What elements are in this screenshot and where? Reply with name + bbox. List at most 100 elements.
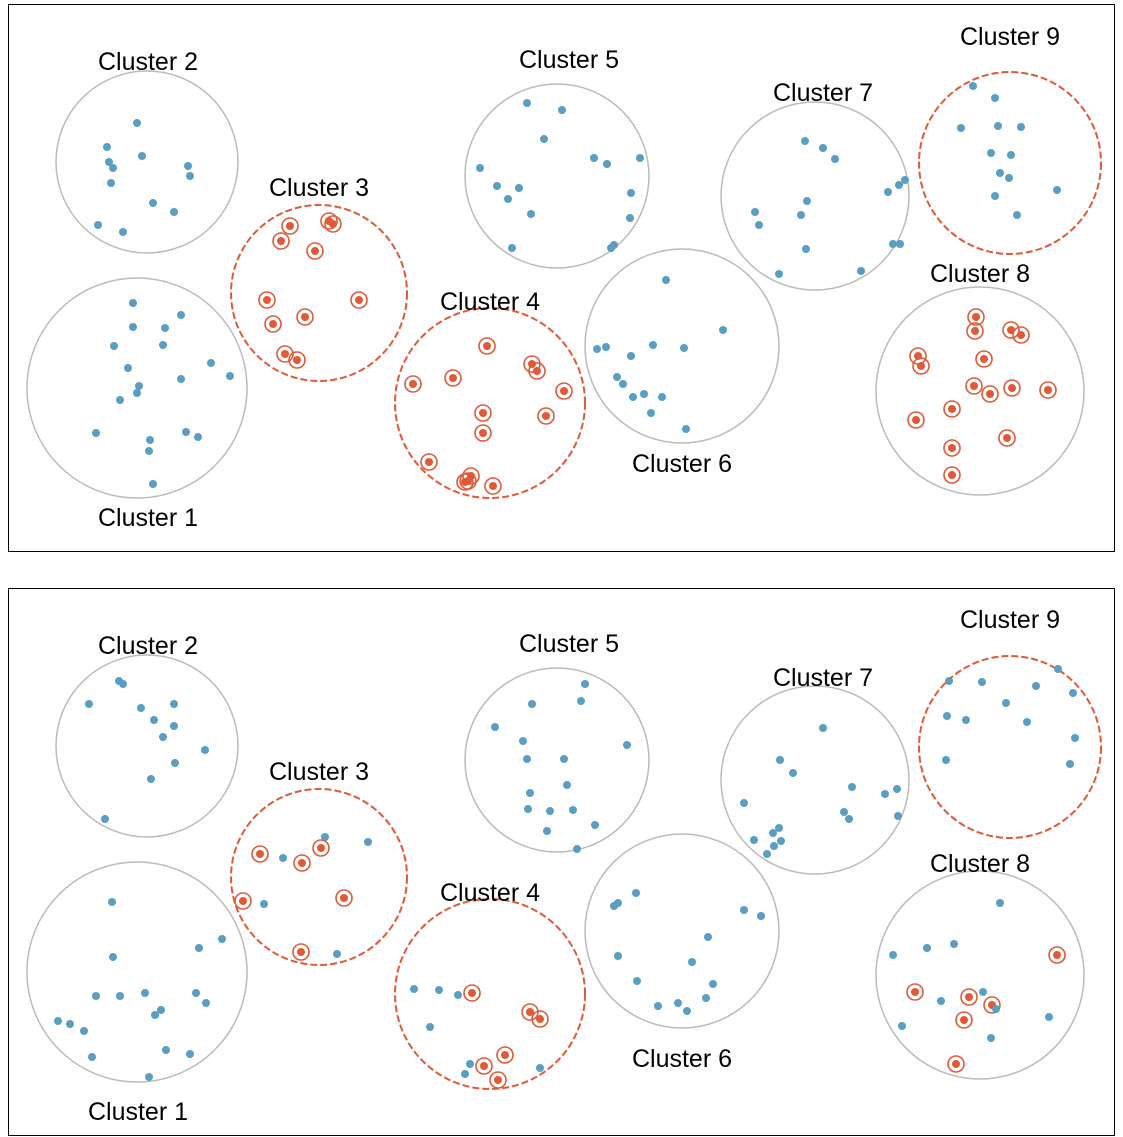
data-point bbox=[987, 149, 995, 157]
data-point bbox=[979, 988, 987, 996]
data-point bbox=[108, 898, 116, 906]
data-point bbox=[840, 808, 848, 816]
data-point bbox=[88, 1053, 96, 1061]
data-point bbox=[161, 324, 169, 332]
data-point bbox=[129, 299, 137, 307]
data-point bbox=[1045, 1013, 1053, 1021]
data-point bbox=[476, 164, 484, 172]
cluster-label: Cluster 3 bbox=[269, 174, 369, 202]
sampled-point bbox=[533, 367, 541, 375]
data-point bbox=[170, 700, 178, 708]
sampled-point bbox=[1044, 386, 1052, 394]
data-point bbox=[493, 182, 501, 190]
data-point bbox=[603, 160, 611, 168]
sampled-point-ring bbox=[981, 385, 999, 403]
data-point bbox=[558, 106, 566, 114]
sampled-point bbox=[1017, 331, 1025, 339]
data-point bbox=[133, 389, 141, 397]
sampled-point bbox=[501, 1051, 509, 1059]
data-point bbox=[94, 221, 102, 229]
sampled-point bbox=[948, 471, 956, 479]
data-point bbox=[893, 785, 901, 793]
data-point bbox=[145, 447, 153, 455]
sampled-point-ring bbox=[1002, 321, 1020, 339]
sampled-point bbox=[329, 220, 337, 228]
cluster-label: Cluster 3 bbox=[269, 758, 369, 786]
selected-cluster-circle bbox=[230, 788, 408, 966]
data-point bbox=[719, 326, 727, 334]
sampled-point-ring bbox=[276, 345, 294, 363]
data-point bbox=[895, 181, 903, 189]
data-point bbox=[116, 992, 124, 1000]
data-point bbox=[894, 812, 902, 820]
cluster-label: Cluster 4 bbox=[440, 879, 540, 907]
selected-cluster-circle bbox=[918, 71, 1102, 255]
data-point bbox=[627, 352, 635, 360]
data-point bbox=[992, 1005, 1000, 1013]
sampled-point bbox=[340, 894, 348, 902]
data-point bbox=[682, 425, 690, 433]
data-point bbox=[563, 781, 571, 789]
sampled-point bbox=[494, 1076, 502, 1084]
sampled-point bbox=[948, 444, 956, 452]
sampled-point-ring bbox=[983, 996, 1001, 1014]
sampled-point-ring bbox=[496, 1046, 514, 1064]
sampled-point bbox=[980, 355, 988, 363]
data-point bbox=[560, 755, 568, 763]
data-point bbox=[202, 999, 210, 1007]
cluster-label: Cluster 1 bbox=[98, 504, 198, 532]
sampled-point-ring bbox=[528, 362, 546, 380]
data-point bbox=[321, 833, 329, 841]
data-point bbox=[426, 1023, 434, 1031]
sampled-point-ring bbox=[966, 322, 984, 340]
data-point bbox=[540, 135, 548, 143]
sampled-point bbox=[948, 405, 956, 413]
data-point bbox=[1002, 699, 1010, 707]
sampled-point-ring bbox=[555, 382, 573, 400]
sampled-point-ring bbox=[967, 308, 985, 326]
data-point bbox=[658, 393, 666, 401]
data-point bbox=[109, 953, 117, 961]
sampled-point-ring bbox=[1012, 326, 1030, 344]
data-point bbox=[629, 393, 637, 401]
sampled-point bbox=[560, 387, 568, 395]
data-point bbox=[709, 980, 717, 988]
cluster-label: Cluster 6 bbox=[632, 1045, 732, 1073]
sampled-point bbox=[1053, 951, 1061, 959]
sampled-point-ring bbox=[288, 351, 306, 369]
data-point bbox=[524, 805, 532, 813]
data-point bbox=[750, 836, 758, 844]
sampled-point-ring bbox=[234, 892, 252, 910]
data-point bbox=[504, 195, 512, 203]
cluster-circle bbox=[55, 654, 239, 838]
data-point bbox=[957, 124, 965, 132]
sampled-point-ring bbox=[1048, 946, 1066, 964]
data-point bbox=[54, 1017, 62, 1025]
data-point bbox=[640, 390, 648, 398]
data-point bbox=[613, 373, 621, 381]
data-point bbox=[674, 999, 682, 1007]
data-point bbox=[881, 790, 889, 798]
data-point bbox=[1071, 734, 1079, 742]
data-point bbox=[702, 994, 710, 1002]
sampled-point bbox=[952, 1060, 960, 1068]
data-point bbox=[364, 838, 372, 846]
data-point bbox=[129, 323, 137, 331]
cluster-circle bbox=[464, 667, 650, 853]
data-point bbox=[943, 712, 951, 720]
sampled-point bbox=[917, 362, 925, 370]
data-point bbox=[755, 221, 763, 229]
data-point bbox=[171, 759, 179, 767]
data-point bbox=[186, 172, 194, 180]
data-point bbox=[942, 756, 950, 764]
data-point bbox=[186, 1050, 194, 1058]
data-point bbox=[633, 977, 641, 985]
sampled-point bbox=[468, 989, 476, 997]
sampled-point-ring bbox=[320, 212, 338, 230]
sampled-point-ring bbox=[292, 943, 310, 961]
sampled-point-ring bbox=[537, 407, 555, 425]
sampled-point-ring bbox=[912, 357, 930, 375]
sampled-point bbox=[970, 382, 978, 390]
data-point bbox=[763, 850, 771, 858]
